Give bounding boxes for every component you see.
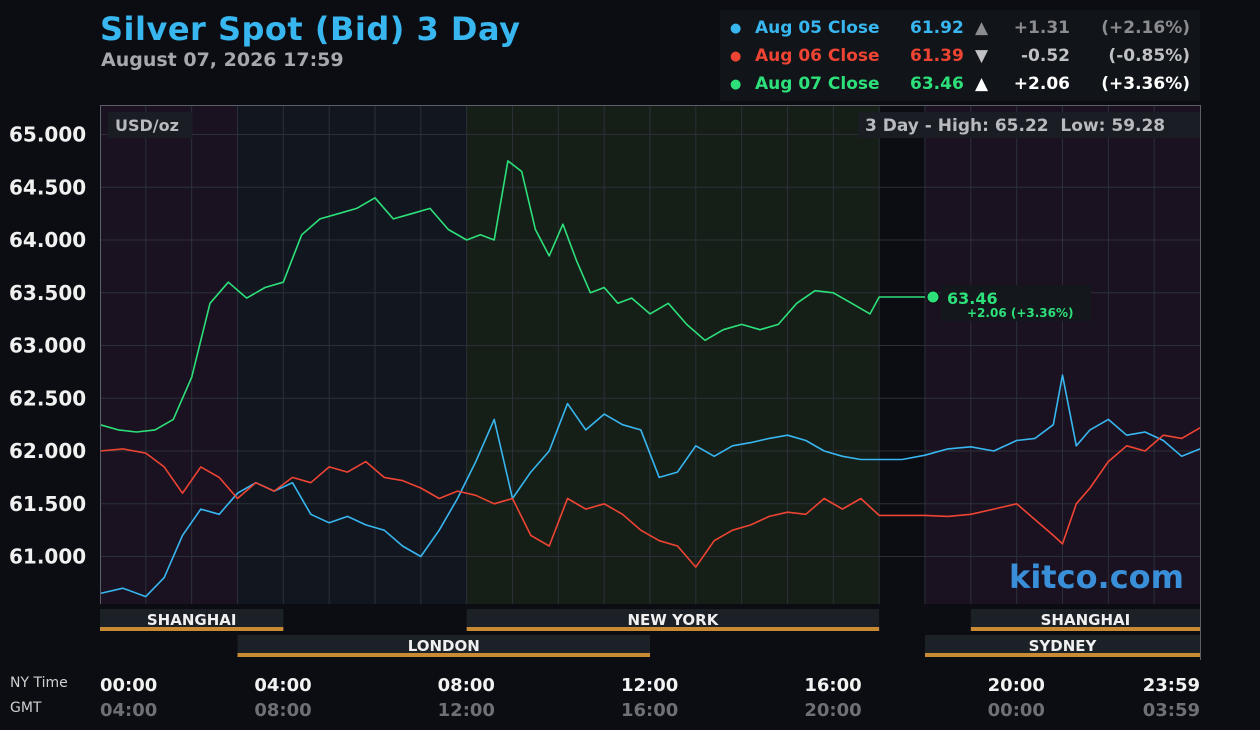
legend-value: 61.92 xyxy=(910,18,964,38)
x-tick-gmt: 03:59 xyxy=(1142,700,1200,721)
legend-label: Aug 06 Close xyxy=(755,46,880,66)
session-underline xyxy=(925,653,1200,657)
x-tick-ny: 08:00 xyxy=(437,675,495,696)
y-tick-label: 61.500 xyxy=(9,492,86,516)
legend-value: 61.39 xyxy=(910,46,964,66)
legend-dot-icon: ● xyxy=(730,49,742,64)
y-tick-label: 62.000 xyxy=(9,439,86,463)
y-tick-label: 65.000 xyxy=(9,123,86,147)
legend-row-aug05: ● Aug 05 Close 61.92 ▲ +1.31 (+2.16%) xyxy=(720,18,1200,46)
session-bars: SHANGHAI NEW YORK SHANGHAI LONDON SYDNEY xyxy=(100,604,1200,660)
chart-title: Silver Spot (Bid) 3 Day xyxy=(100,10,521,48)
legend-row-aug06: ● Aug 06 Close 61.39 ▼ -0.52 (-0.85%) xyxy=(720,46,1200,74)
y-tick-label: 63.500 xyxy=(9,281,86,305)
legend-pct: (+2.16%) xyxy=(1101,18,1190,38)
legend-value: 63.46 xyxy=(910,74,964,94)
session-label: SHANGHAI xyxy=(147,611,237,629)
y-tick-label: 63.000 xyxy=(9,334,86,358)
session-label: NEW YORK xyxy=(628,611,720,629)
y-axis-ticks: 65.000 64.500 64.000 63.500 63.000 62.500 62.0… xyxy=(9,123,86,569)
legend-dot-icon: ● xyxy=(730,77,742,92)
gmt-label: GMT xyxy=(10,700,42,716)
legend-arrow-icon: ▲ xyxy=(975,18,989,38)
session-band xyxy=(466,105,880,604)
unit-box xyxy=(108,112,192,138)
legend-pct: (+3.36%) xyxy=(1101,74,1190,94)
session-label: LONDON xyxy=(408,637,480,655)
y-tick-label: 62.500 xyxy=(9,386,86,410)
x-tick-gmt: 08:00 xyxy=(254,700,312,721)
current-change-label: +2.06 (+3.36%) xyxy=(967,306,1074,320)
high-low-label: 3 Day - High: 65.22 Low: 59.28 xyxy=(865,116,1165,136)
legend-label: Aug 07 Close xyxy=(755,74,880,94)
session-band xyxy=(879,105,925,604)
legend-label: Aug 05 Close xyxy=(755,18,880,38)
session-bar xyxy=(925,635,1200,653)
legend-row-aug07: ● Aug 07 Close 63.46 ▲ +2.06 (+3.36%) xyxy=(720,74,1200,102)
legend-change: +1.31 xyxy=(1013,18,1070,38)
unit-label: USD/oz xyxy=(115,116,179,135)
ny-time-label: NY Time xyxy=(10,675,68,691)
legend-change: -0.52 xyxy=(1021,46,1070,66)
x-tick-ny: 20:00 xyxy=(987,675,1045,696)
legend: ● Aug 05 Close 61.92 ▲ +1.31 (+2.16%) ● … xyxy=(720,10,1200,101)
session-label: SHANGHAI xyxy=(1041,611,1131,629)
x-tick-ny: 23:59 xyxy=(1142,675,1200,696)
chart-subtitle: August 07, 2026 17:59 xyxy=(101,49,344,71)
session-underline xyxy=(100,627,284,631)
x-tick-ny: 16:00 xyxy=(804,675,862,696)
session-underline xyxy=(466,627,880,631)
series-line xyxy=(99,160,925,433)
legend-dot-icon: ● xyxy=(730,21,742,36)
x-tick-gmt: 00:00 xyxy=(987,700,1045,721)
session-bar xyxy=(466,609,880,627)
y-tick-label: 64.000 xyxy=(9,228,86,252)
session-bar xyxy=(237,635,650,653)
session-label: SYDNEY xyxy=(1029,637,1098,655)
session-bar xyxy=(970,609,1200,627)
legend-arrow-icon: ▲ xyxy=(975,74,989,94)
y-tick-label: 64.500 xyxy=(9,175,86,199)
session-band xyxy=(100,105,238,604)
session-underline xyxy=(970,627,1200,631)
series-line xyxy=(99,374,1201,598)
x-tick-gmt: 04:00 xyxy=(100,700,158,721)
x-tick-gmt: 12:00 xyxy=(437,700,495,721)
legend-pct: (-0.85%) xyxy=(1108,46,1190,66)
watermark: kitco.com xyxy=(1009,558,1184,596)
legend-arrow-icon: ▼ xyxy=(975,46,989,66)
x-tick-gmt: 20:00 xyxy=(804,700,862,721)
x-tick-ny: 00:00 xyxy=(100,675,158,696)
series-lines xyxy=(99,160,1201,598)
x-tick-ny: 04:00 xyxy=(254,675,312,696)
legend-change: +2.06 xyxy=(1013,74,1070,94)
high-low-box xyxy=(858,112,1200,138)
session-underline xyxy=(237,653,650,657)
x-tick-ny: 12:00 xyxy=(621,675,679,696)
series-line xyxy=(99,427,1201,568)
current-value-box xyxy=(941,285,1091,322)
current-value-dot xyxy=(926,290,940,304)
y-tick-label: 61.000 xyxy=(9,545,86,569)
session-band xyxy=(237,105,467,604)
current-value-label: 63.46 xyxy=(947,289,998,308)
session-bar xyxy=(100,609,284,627)
current-marker: 63.46+2.06 (+3.36%) xyxy=(926,285,1091,322)
x-tick-gmt: 16:00 xyxy=(621,700,679,721)
